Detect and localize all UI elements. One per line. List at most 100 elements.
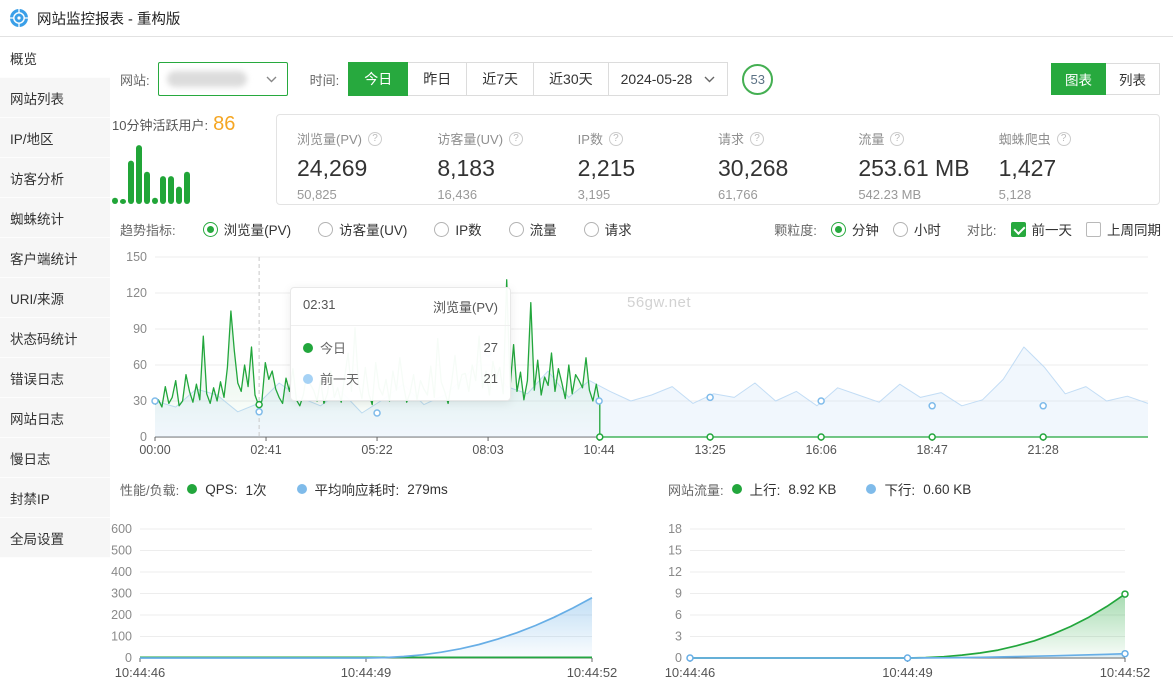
svg-text:12: 12 xyxy=(668,565,682,579)
performance-chart[interactable]: 0 100 200 300 400 500 600 10:44:46 10:44:49 10:44… xyxy=(110,505,630,690)
sidebar-item-ip-region[interactable]: IP/地区 xyxy=(0,118,110,158)
radio-metric-ip[interactable]: IP数 xyxy=(434,219,482,239)
svg-text:16:06: 16:06 xyxy=(805,443,836,457)
radio-metric-requests[interactable]: 请求 xyxy=(583,219,632,239)
time-range-yesterday[interactable]: 昨日 xyxy=(407,62,468,96)
svg-text:21:28: 21:28 xyxy=(1028,443,1059,457)
view-chart-button[interactable]: 图表 xyxy=(1051,63,1106,95)
checkbox-icon xyxy=(1010,221,1026,237)
stat-prev-value: 542.23 MB xyxy=(858,187,922,202)
sidebar-item-spider-stats[interactable]: 蜘蛛统计 xyxy=(0,198,110,238)
stat-label: 访客量(UV) xyxy=(437,132,504,147)
compare-label: 对比: xyxy=(966,222,997,238)
chart-tooltip: 02:31 浏览量(PV) 今日 27 前一天 21 xyxy=(290,287,511,401)
checkbox-last-week[interactable]: 上周同期 xyxy=(1086,219,1161,239)
help-icon[interactable]: ? xyxy=(1056,131,1071,146)
sidebar-item-site-log[interactable]: 网站日志 xyxy=(0,398,110,438)
svg-text:10:44:52: 10:44:52 xyxy=(567,665,618,680)
stat-label: 蜘蛛爬虫 xyxy=(998,132,1051,147)
sidebar-item-uri-source[interactable]: URI/来源 xyxy=(0,278,110,318)
granularity-label: 颗粒度: xyxy=(774,222,817,238)
legend-dot-qps xyxy=(187,484,198,494)
radio-granularity-minute[interactable]: 分钟 xyxy=(830,219,879,239)
sidebar-item-error-log[interactable]: 错误日志 xyxy=(0,358,110,398)
radio-metric-uv[interactable]: 访客量(UV) xyxy=(318,219,407,239)
tooltip-series-value: 27 xyxy=(483,340,498,355)
time-label: 时间: xyxy=(309,72,340,88)
view-list-button[interactable]: 列表 xyxy=(1105,63,1160,95)
stat-value: 2,215 xyxy=(577,155,636,181)
svg-text:90: 90 xyxy=(133,322,147,336)
legend-dot-upstream xyxy=(731,484,742,494)
stat-prev-value: 16,436 xyxy=(437,187,478,202)
sidebar-item-status-codes[interactable]: 状态码统计 xyxy=(0,318,110,358)
svg-text:18: 18 xyxy=(668,522,682,536)
svg-text:15: 15 xyxy=(668,544,682,558)
legend-qps-name: QPS: xyxy=(205,481,238,497)
svg-text:100: 100 xyxy=(111,630,132,644)
help-icon[interactable]: ? xyxy=(750,131,764,146)
trend-chart[interactable]: 0 30 60 90 120 150 00:00 02:41 05:22 08:03 10:44 13… xyxy=(110,246,1166,464)
legend-dot-downstream xyxy=(866,484,877,494)
svg-text:0: 0 xyxy=(675,651,682,665)
svg-text:10:44:49: 10:44:49 xyxy=(882,665,933,680)
app-header: 网站监控报表 - 重构版 xyxy=(0,0,1173,37)
series-dot-today xyxy=(303,342,313,353)
svg-text:10:44:46: 10:44:46 xyxy=(665,665,716,680)
sidebar-item-banned-ip[interactable]: 封禁IP xyxy=(0,478,110,518)
date-picker[interactable]: 2024-05-28 xyxy=(607,62,729,96)
svg-text:10:44:52: 10:44:52 xyxy=(1100,665,1151,680)
sidebar-item-visitor-analysis[interactable]: 访客分析 xyxy=(0,158,110,198)
stat-pv: 浏览量(PV)? 24,269 50,825 xyxy=(297,129,437,204)
svg-text:200: 200 xyxy=(111,608,132,622)
radio-metric-pv[interactable]: 浏览量(PV) xyxy=(202,219,291,239)
radio-metric-traffic[interactable]: 流量 xyxy=(508,219,557,239)
active-users-value: 86 xyxy=(213,113,236,135)
trend-controls: 趋势指标: 浏览量(PV) 访客量(UV) IP数 流量 请求 颗粒度: 分钟 … xyxy=(120,219,1161,239)
sidebar-item-global-settings[interactable]: 全局设置 xyxy=(0,518,110,558)
sidebar-item-overview[interactable]: 概览 xyxy=(0,38,110,78)
time-range-7days[interactable]: 近7天 xyxy=(466,62,535,96)
checkbox-prev-day[interactable]: 前一天 xyxy=(1010,219,1072,239)
svg-text:02:41: 02:41 xyxy=(250,443,281,457)
site-select[interactable] xyxy=(157,62,288,96)
legend-response-value: 279ms xyxy=(407,481,448,497)
sidebar-item-slow-log[interactable]: 慢日志 xyxy=(0,438,110,478)
chevron-down-icon xyxy=(704,76,715,82)
view-toggle: 图表 列表 xyxy=(1051,63,1160,95)
stat-prev-value: 50,825 xyxy=(297,187,337,202)
time-range-today[interactable]: 今日 xyxy=(348,62,409,96)
radio-granularity-hour[interactable]: 小时 xyxy=(892,219,941,239)
help-icon[interactable]: ? xyxy=(509,131,524,146)
stat-prev-value: 3,195 xyxy=(577,187,611,202)
checkbox-icon xyxy=(1086,221,1101,237)
svg-text:00:00: 00:00 xyxy=(139,443,170,457)
stat-value: 24,269 xyxy=(297,155,368,181)
legend-qps-value: 1次 xyxy=(245,483,267,498)
radio-icon xyxy=(508,221,524,237)
date-value: 2024-05-28 xyxy=(620,71,693,87)
watermark: 56gw.net xyxy=(627,294,692,311)
stat-spider: 蜘蛛爬虫? 1,427 5,128 xyxy=(999,129,1139,204)
stat-value: 8,183 xyxy=(437,155,495,181)
help-icon[interactable]: ? xyxy=(608,131,623,146)
sidebar-item-site-list[interactable]: 网站列表 xyxy=(0,78,110,118)
svg-text:120: 120 xyxy=(126,286,147,300)
help-icon[interactable]: ? xyxy=(890,131,905,146)
svg-text:10:44:49: 10:44:49 xyxy=(341,665,392,680)
site-label: 网站: xyxy=(120,72,150,88)
page-title: 网站监控报表 - 重构版 xyxy=(37,11,181,28)
tooltip-metric: 浏览量(PV) xyxy=(432,300,498,315)
stat-label: 流量 xyxy=(858,132,885,147)
traffic-chart[interactable]: 0 3 6 9 12 15 18 10:44:46 10:44:49 10:44:52 xyxy=(660,505,1170,690)
svg-text:9: 9 xyxy=(675,587,682,601)
svg-text:08:03: 08:03 xyxy=(472,443,503,457)
legend-downstream-name: 下行: xyxy=(884,483,916,498)
sidebar: 概览 网站列表 IP/地区 访客分析 蜘蛛统计 客户端统计 URI/来源 状态码… xyxy=(0,38,110,558)
time-range-30days[interactable]: 近30天 xyxy=(533,62,609,96)
sidebar-item-client-stats[interactable]: 客户端统计 xyxy=(0,238,110,278)
stats-panel: 浏览量(PV)? 24,269 50,825 访客量(UV)? 8,183 16… xyxy=(276,114,1160,205)
stat-value: 1,427 xyxy=(998,155,1057,181)
help-icon[interactable]: ? xyxy=(368,131,383,146)
